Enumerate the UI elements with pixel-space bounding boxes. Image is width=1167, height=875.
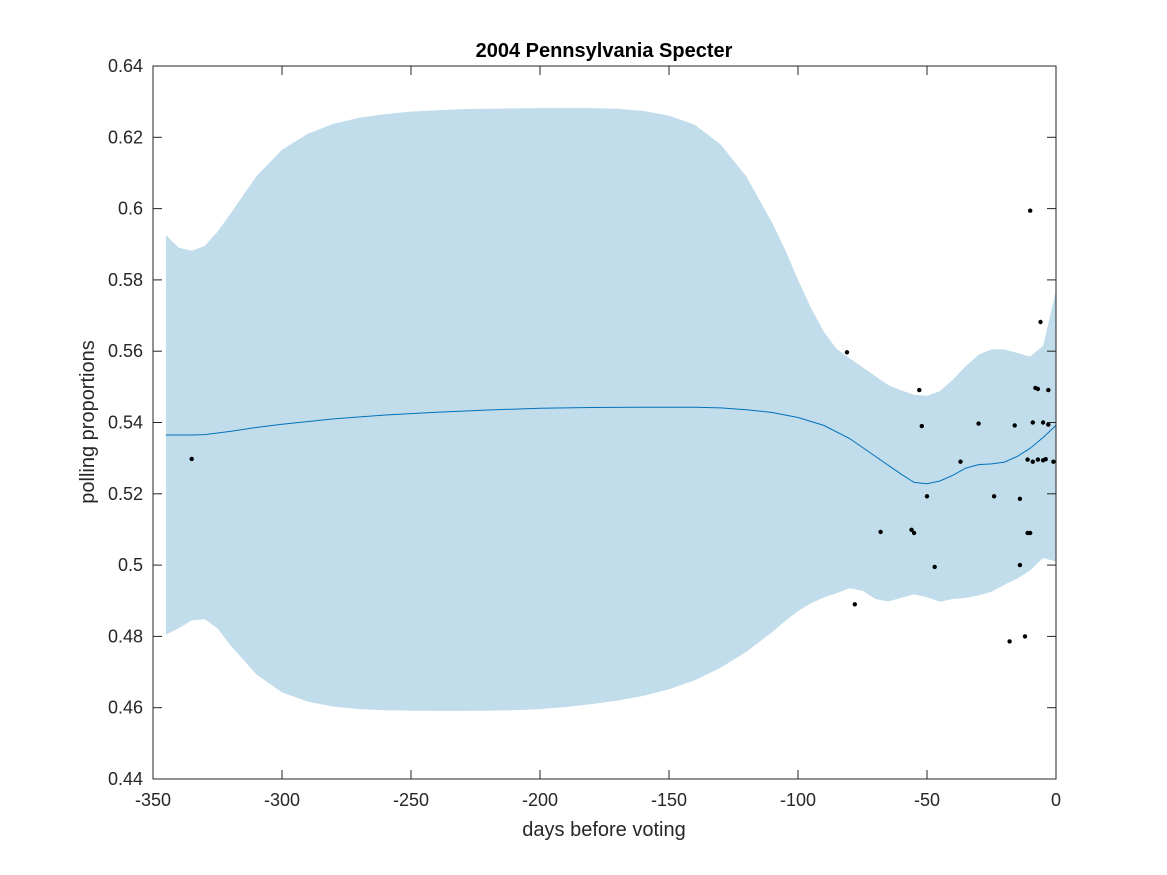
mean-trend-line bbox=[165, 406, 1057, 485]
x-tick-label: -50 bbox=[914, 790, 940, 810]
y-tick-label: 0.56 bbox=[108, 341, 143, 361]
poll-point bbox=[1017, 496, 1023, 501]
poll-point bbox=[919, 423, 924, 429]
poll-point bbox=[958, 459, 963, 464]
poll-point bbox=[932, 564, 937, 570]
poll-point bbox=[1012, 423, 1017, 428]
x-tick-label: -200 bbox=[522, 790, 558, 810]
poll-point bbox=[1028, 530, 1033, 536]
x-tick-label: 0 bbox=[1051, 790, 1061, 810]
poll-point bbox=[1046, 387, 1051, 393]
x-tick-label: -100 bbox=[780, 790, 816, 810]
x-axis-label: days before voting bbox=[522, 819, 685, 841]
y-tick-label: 0.46 bbox=[108, 698, 143, 718]
poll-point bbox=[1025, 457, 1030, 462]
poll-point bbox=[1035, 457, 1041, 462]
poll-point bbox=[1040, 420, 1046, 425]
poll-point bbox=[1017, 562, 1023, 568]
y-tick-label: 0.52 bbox=[108, 484, 143, 504]
poll-point bbox=[924, 494, 930, 499]
poll-point bbox=[1046, 422, 1051, 427]
poll-point bbox=[911, 530, 917, 536]
y-tick-label: 0.5 bbox=[118, 555, 143, 575]
poll-point bbox=[1051, 459, 1056, 464]
y-tick-label: 0.44 bbox=[108, 769, 143, 789]
poll-point bbox=[976, 421, 981, 426]
poll-point bbox=[1007, 639, 1012, 644]
y-tick-label: 0.58 bbox=[108, 270, 143, 290]
poll-point bbox=[909, 527, 914, 532]
y-axis-label: polling proportions bbox=[77, 340, 99, 503]
poll-point bbox=[1043, 457, 1048, 462]
poll-point bbox=[1038, 319, 1043, 325]
plot-area bbox=[165, 108, 1057, 711]
poll-point bbox=[189, 456, 194, 462]
x-tick-label: -250 bbox=[393, 790, 429, 810]
poll-point bbox=[1022, 634, 1028, 639]
poll-point bbox=[1035, 386, 1041, 392]
poll-point bbox=[1028, 208, 1033, 213]
y-axis: 0.44 0.46 0.48 0.5 0.52 0.54 0.56 0.58 0.6 0.62 0.… bbox=[108, 56, 1056, 789]
y-tick-label: 0.64 bbox=[108, 56, 143, 76]
poll-point bbox=[1030, 420, 1036, 425]
chart-title: 2004 Pennsylvania Specter bbox=[476, 40, 733, 62]
poll-point bbox=[844, 350, 850, 355]
y-tick-label: 0.6 bbox=[118, 199, 143, 219]
x-tick-label: -300 bbox=[264, 790, 300, 810]
poll-point bbox=[917, 387, 922, 393]
poll-point bbox=[878, 529, 883, 535]
confidence-band bbox=[165, 108, 1056, 711]
poll-point bbox=[1030, 459, 1036, 464]
y-tick-label: 0.48 bbox=[108, 626, 143, 646]
y-tick-label: 0.62 bbox=[108, 127, 143, 147]
poll-point bbox=[991, 494, 997, 499]
poll-point bbox=[852, 602, 857, 607]
x-tick-label: -150 bbox=[651, 790, 687, 810]
poll-points bbox=[189, 208, 1056, 644]
y-tick-label: 0.54 bbox=[108, 413, 143, 433]
x-axis: -350 -300 -250 -200 -150 -100 -50 0 bbox=[135, 66, 1061, 810]
x-tick-label: -350 bbox=[135, 790, 171, 810]
